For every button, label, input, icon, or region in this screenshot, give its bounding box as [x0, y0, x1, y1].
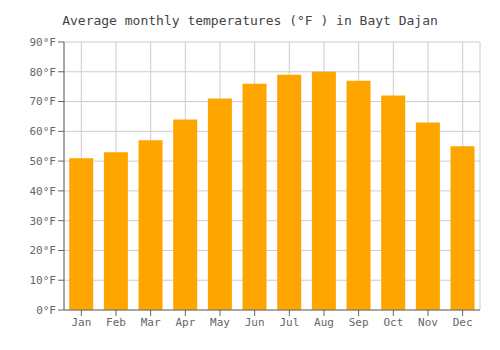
svg-text:50°F: 50°F — [30, 155, 57, 168]
svg-text:Jun: Jun — [245, 316, 265, 329]
svg-text:Sep: Sep — [349, 316, 369, 329]
svg-text:40°F: 40°F — [30, 185, 57, 198]
svg-text:Oct: Oct — [383, 316, 403, 329]
svg-text:60°F: 60°F — [30, 125, 57, 138]
svg-text:May: May — [210, 316, 230, 329]
svg-text:90°F: 90°F — [30, 36, 57, 49]
svg-text:Dec: Dec — [453, 316, 473, 329]
svg-text:Feb: Feb — [106, 316, 126, 329]
svg-text:Nov: Nov — [418, 316, 438, 329]
svg-text:80°F: 80°F — [30, 66, 57, 79]
svg-text:0°F: 0°F — [36, 304, 56, 317]
svg-text:Jul: Jul — [279, 316, 299, 329]
svg-text:Apr: Apr — [175, 316, 195, 329]
svg-text:Mar: Mar — [141, 316, 161, 329]
svg-text:Aug: Aug — [314, 316, 334, 329]
svg-text:20°F: 20°F — [30, 244, 57, 257]
svg-text:10°F: 10°F — [30, 274, 57, 287]
svg-text:30°F: 30°F — [30, 215, 57, 228]
svg-text:70°F: 70°F — [30, 95, 57, 108]
html-text:Average monthly temperatures (: Average monthly temperatures (°F ) in Ba… — [62, 13, 438, 28]
svg-text:Jan: Jan — [71, 316, 91, 329]
